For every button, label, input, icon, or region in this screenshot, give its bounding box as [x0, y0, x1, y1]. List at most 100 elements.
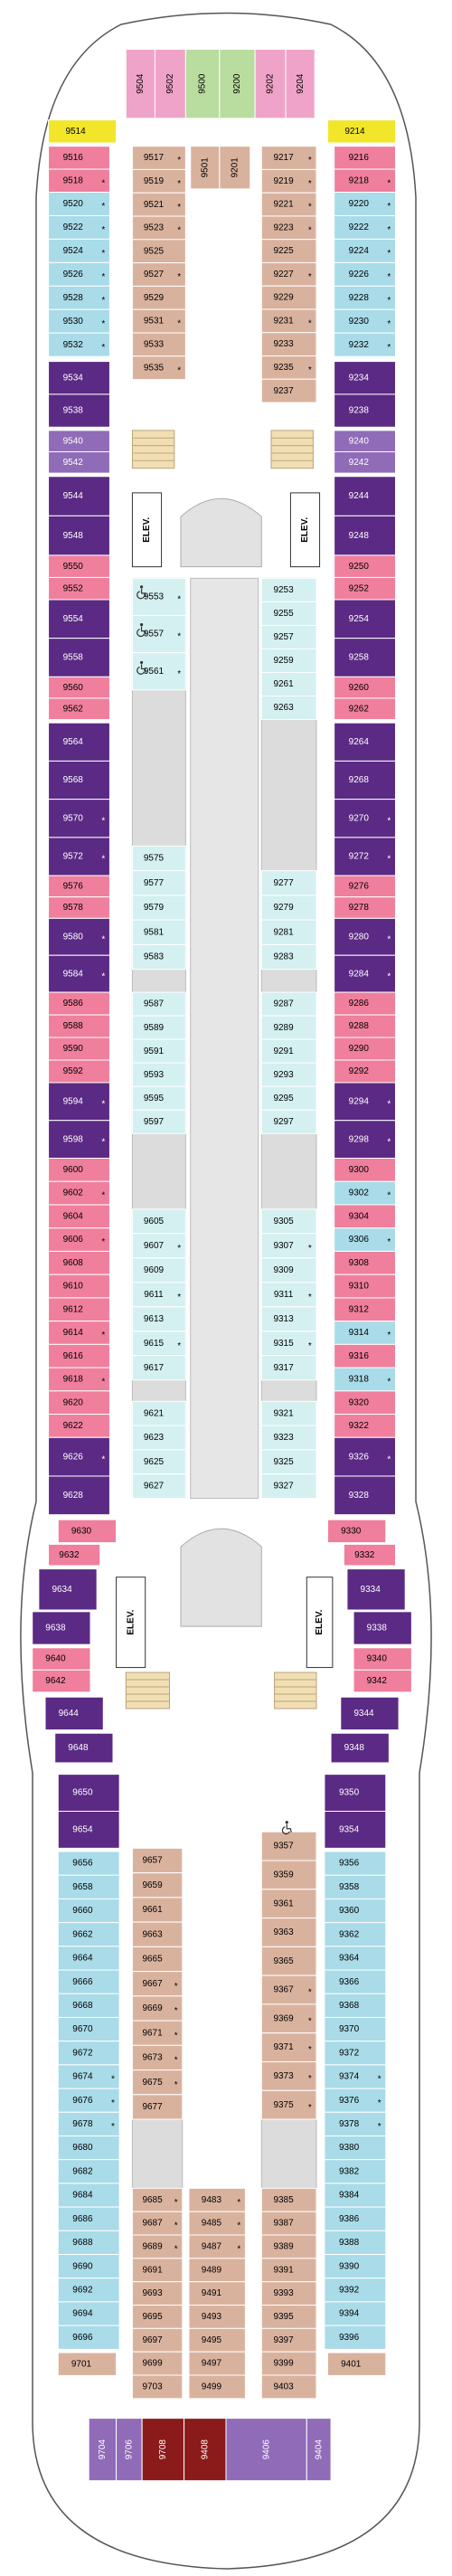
cabin-number: 9227 — [273, 270, 294, 279]
cabin-mark: * — [101, 816, 105, 826]
accessible-icon — [139, 660, 144, 665]
cabin-number: 9669 — [142, 2003, 163, 2013]
cabin-number: 9690 — [72, 2261, 93, 2271]
cabin-number: 9325 — [273, 1457, 294, 1467]
cabin-mark: * — [177, 632, 181, 642]
cabin-mark: * — [308, 156, 312, 166]
cabin-mark: * — [387, 178, 391, 188]
cabin-mark: * — [177, 1244, 181, 1254]
accessible-icon — [281, 1823, 292, 1835]
cabin-number: 9501 — [200, 157, 210, 178]
cabin — [260, 895, 317, 921]
cabin — [334, 1082, 396, 1122]
cabin-number: 9293 — [273, 1070, 294, 1080]
cabin-mark: * — [101, 296, 105, 306]
stairs — [274, 1672, 317, 1709]
cabin-number: 9620 — [63, 1397, 84, 1407]
cabin-number: 9562 — [63, 704, 84, 714]
cabin-number: 9693 — [142, 2288, 163, 2298]
cabin-number: 9302 — [349, 1189, 370, 1198]
cabin-number: 9395 — [273, 2312, 294, 2322]
cabin — [48, 1180, 110, 1206]
cabin — [260, 919, 317, 945]
cabin-mark: * — [101, 225, 105, 235]
cabin-number: 9316 — [349, 1351, 370, 1361]
cabin-number: 9595 — [144, 1094, 165, 1103]
cabin — [131, 943, 186, 971]
cabin — [343, 1543, 397, 1567]
cabin-number: 9376 — [339, 2096, 360, 2106]
elevator-lobby — [180, 1528, 262, 1627]
cabin — [334, 1414, 396, 1438]
cabin — [48, 1475, 110, 1516]
cabin — [260, 870, 317, 896]
cabin-number: 9604 — [63, 1211, 84, 1221]
cabin-number: 9289 — [273, 1023, 294, 1033]
cabin-number: 9220 — [349, 199, 370, 209]
cabin-number: 9521 — [144, 200, 165, 210]
cabin-mark: * — [101, 272, 105, 282]
cabin — [260, 2003, 317, 2034]
cabin-number: 9300 — [349, 1165, 370, 1175]
cabin — [324, 2325, 387, 2350]
elevator — [116, 1577, 146, 1669]
cabin-number: 9373 — [273, 2071, 294, 2081]
cabin-number: 9680 — [72, 2143, 93, 2153]
cabin — [260, 2258, 317, 2283]
cabin-number: 9389 — [273, 2242, 294, 2252]
cabin-number: 9232 — [349, 340, 370, 350]
cabin-number: 9650 — [72, 1788, 93, 1798]
cabin — [334, 1204, 396, 1229]
cabin-number: 9223 — [273, 223, 294, 232]
cabin-mark: * — [177, 272, 181, 282]
cabin-mark: * — [177, 669, 181, 679]
cabin-number: 9553 — [144, 592, 165, 602]
cabin-number: 9248 — [349, 531, 370, 541]
cabin-number: 9258 — [349, 653, 370, 663]
cabin-number: 9592 — [63, 1066, 84, 1076]
cabin-mark: * — [308, 272, 312, 282]
cabin — [334, 192, 396, 216]
cabin — [219, 146, 251, 190]
cabin — [324, 2206, 387, 2231]
elevator-lobby — [180, 497, 262, 568]
cabin-number: 9272 — [349, 852, 370, 862]
cabin-mark: * — [308, 203, 312, 213]
cabin-number: 9361 — [273, 1899, 294, 1908]
cabin-number: 9244 — [349, 491, 370, 501]
cabin-mark: * — [387, 1331, 391, 1340]
cabin — [188, 2374, 246, 2400]
cabin-number: 9632 — [59, 1550, 80, 1560]
cabin-number: 9233 — [273, 339, 294, 349]
cabin-number: 9357 — [273, 1842, 294, 1852]
cabin — [188, 2234, 246, 2259]
cabin-number: 9687 — [142, 2219, 163, 2229]
cabin-number: 9270 — [349, 813, 370, 823]
cabin-number: 9224 — [349, 246, 370, 256]
cabin-number: 9372 — [339, 2048, 360, 2058]
cabin-mark: * — [308, 2103, 312, 2113]
cabin-number: 9528 — [63, 293, 84, 303]
cabin — [324, 1993, 387, 2018]
cabin-number: 9685 — [142, 2195, 163, 2205]
cabin — [334, 1014, 396, 1038]
cabin-mark: * — [387, 971, 391, 981]
cabin-number: 9544 — [63, 491, 84, 501]
cabin-number: 9499 — [202, 2382, 222, 2392]
cabin — [260, 1860, 317, 1890]
cabin-number: 9493 — [202, 2312, 222, 2322]
cabin-mark: * — [101, 934, 105, 944]
cabin-number: 9403 — [273, 2382, 294, 2392]
cabin-number: 9238 — [349, 406, 370, 416]
cabin — [327, 119, 396, 144]
cabin-number: 9295 — [273, 1094, 294, 1103]
cabin — [48, 168, 110, 194]
cabin-number: 9589 — [144, 1023, 165, 1033]
cabin — [57, 2041, 120, 2066]
cabin — [260, 696, 317, 721]
cabin-mark: * — [387, 1378, 391, 1387]
cabin — [48, 1436, 110, 1477]
cabin-mark: * — [101, 1331, 105, 1340]
cabin-number: 9219 — [273, 176, 294, 186]
cabin-number: 9394 — [339, 2309, 360, 2319]
